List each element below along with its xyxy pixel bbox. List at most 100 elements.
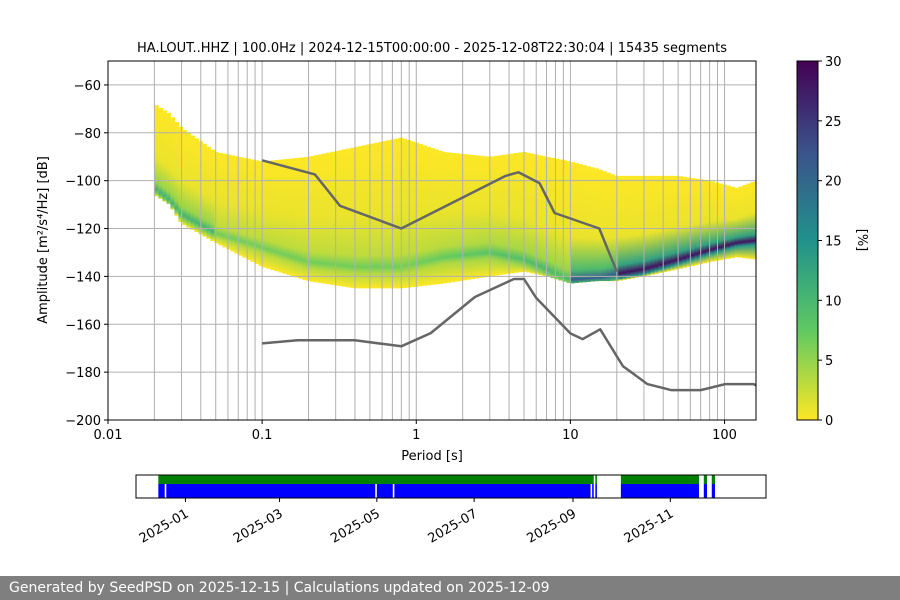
density-column xyxy=(402,138,407,289)
density-column xyxy=(714,182,719,261)
density-column xyxy=(606,172,611,282)
density-column xyxy=(298,157,303,279)
density-column xyxy=(522,152,527,272)
density-column xyxy=(294,157,299,278)
density-column xyxy=(674,175,679,270)
psd-coverage-bar xyxy=(166,484,376,498)
density-column xyxy=(370,143,375,289)
density-column xyxy=(190,135,195,230)
density-column xyxy=(358,146,363,289)
density-column xyxy=(590,167,595,282)
density-column xyxy=(502,154,507,275)
density-column xyxy=(746,183,751,259)
y-tick-label: −120 xyxy=(65,223,101,238)
colorbar-ticks: 0 5 10 15 20 25 30 xyxy=(818,55,842,429)
density-column xyxy=(558,159,563,281)
density-column xyxy=(738,186,743,258)
density-column xyxy=(398,137,403,289)
footer-bar: Generated by SeedPSD on 2025-12-15 | Cal… xyxy=(0,576,900,600)
density-column xyxy=(326,152,331,285)
psd-coverage-bar xyxy=(595,484,597,498)
psd-coverage-bar xyxy=(394,484,591,498)
density-column xyxy=(202,144,207,237)
y-axis-label: Amplitude [m²/s⁴/Hz] [dB] xyxy=(36,156,51,324)
density-column xyxy=(262,161,267,268)
timeline-frame xyxy=(135,474,767,499)
plot-frame xyxy=(107,60,757,421)
psd-coverage-bars xyxy=(158,484,715,498)
density-column xyxy=(286,158,291,275)
colorbar-tick-label: 10 xyxy=(825,294,842,309)
y-axis-ticks: −60 −80 −100 −120 −140 −160 −180 −200 xyxy=(65,79,108,429)
density-column xyxy=(550,157,555,279)
psd-plot: 0.01 0.1 1 10 100 −60 −80 −100 −120 −140 −160 −180… xyxy=(36,60,757,464)
density-column xyxy=(642,175,647,277)
density-column xyxy=(626,175,631,280)
density-column xyxy=(678,176,683,269)
x-tick-label: 0.1 xyxy=(252,428,273,443)
x-axis-ticks: 0.01 0.1 1 10 100 xyxy=(94,420,737,443)
density-column xyxy=(598,169,603,282)
density-column xyxy=(322,153,327,284)
density-column xyxy=(718,183,723,261)
x-tick-label: 100 xyxy=(712,428,737,443)
density-column xyxy=(346,148,351,288)
y-tick-label: −100 xyxy=(65,175,101,190)
density-column xyxy=(206,146,211,239)
density-column xyxy=(602,171,607,282)
density-column xyxy=(226,154,231,250)
footer-text: Generated by SeedPSD on 2025-12-15 | Cal… xyxy=(9,580,550,596)
density-column xyxy=(702,179,707,264)
density-column xyxy=(266,160,271,269)
x-axis-label: Period [s] xyxy=(401,449,463,464)
timeline-tick-label: 2025-01 xyxy=(137,506,192,546)
density-column xyxy=(442,152,447,284)
y-tick-label: −80 xyxy=(74,127,101,142)
density-column xyxy=(562,160,567,282)
density-column xyxy=(646,175,651,276)
density-column xyxy=(634,175,639,278)
density-column xyxy=(234,156,239,254)
density-column xyxy=(350,147,355,288)
timeline-tick-label: 2025-05 xyxy=(328,506,383,546)
density-column xyxy=(418,144,423,287)
density-column xyxy=(566,161,571,283)
density-column xyxy=(394,138,399,289)
density-column xyxy=(354,146,359,289)
density-column xyxy=(462,154,467,281)
x-tick-label: 0.01 xyxy=(94,428,123,443)
coverage-timeline: 2025-01 2025-03 2025-05 2025-07 2025-09 2025-… xyxy=(135,474,767,547)
density-column xyxy=(338,150,343,287)
density-column xyxy=(434,149,439,285)
density-column xyxy=(334,150,339,286)
density-column xyxy=(662,175,667,273)
density-column xyxy=(214,152,219,244)
density-column xyxy=(374,142,379,289)
density-column xyxy=(230,155,235,252)
density-column xyxy=(318,154,323,284)
timeline-tick-label: 2025-09 xyxy=(524,506,579,546)
density-column xyxy=(330,151,335,285)
density-column xyxy=(730,186,735,259)
density-column xyxy=(302,157,307,280)
psd-coverage-bar xyxy=(620,484,700,498)
density-column xyxy=(438,150,443,284)
density-column xyxy=(406,140,411,288)
colorbar: 0 5 10 15 20 25 30 [%] xyxy=(796,55,869,429)
density-column xyxy=(174,121,179,216)
timeline-tick-label: 2025-11 xyxy=(622,506,677,546)
psd-coverage-bar xyxy=(158,484,165,498)
density-column xyxy=(194,138,199,233)
density-column xyxy=(450,152,455,283)
timeline-tick-label: 2025-03 xyxy=(231,506,286,546)
density-column xyxy=(554,158,559,280)
data-coverage-bar xyxy=(703,475,707,484)
density-column xyxy=(630,175,635,279)
density-column xyxy=(278,159,283,273)
density-column xyxy=(570,162,575,284)
colorbar-tick-label: 0 xyxy=(825,414,833,429)
density-column xyxy=(386,140,391,289)
psd-coverage-bar xyxy=(703,484,707,498)
density-column xyxy=(734,187,739,258)
